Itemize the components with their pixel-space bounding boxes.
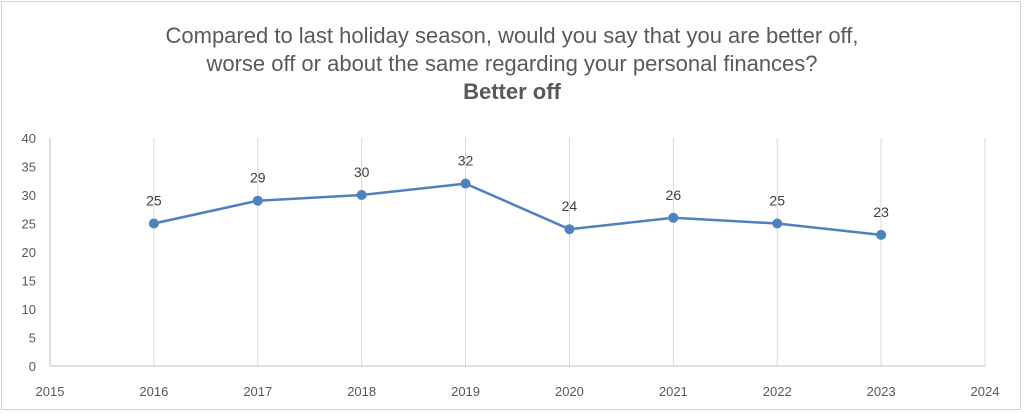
data-point-2016 <box>148 218 159 229</box>
axes <box>49 138 985 367</box>
y-axis-ticks: 0 5 10 15 20 25 30 35 40 <box>22 131 36 374</box>
data-point-2017 <box>252 195 263 206</box>
series-line <box>153 182 882 237</box>
x-tick-label: 2015 <box>36 384 65 399</box>
data-point-2018 <box>356 190 367 200</box>
y-tick-label: 30 <box>22 188 36 203</box>
y-tick-label: 20 <box>22 245 36 260</box>
x-tick-label: 2020 <box>555 384 584 399</box>
y-tick-label: 15 <box>22 274 36 289</box>
data-point-2019 <box>460 178 471 189</box>
data-labels-group: 25 29 30 32 24 26 25 23 <box>146 153 889 220</box>
x-tick-label: 2018 <box>347 384 376 399</box>
data-point-2022 <box>772 218 783 229</box>
data-label-2018: 30 <box>354 164 370 180</box>
data-label-2023: 23 <box>873 204 889 220</box>
gridlines <box>153 138 986 366</box>
data-label-2017: 29 <box>250 170 266 186</box>
series-group <box>148 178 887 240</box>
y-tick-label: 35 <box>22 160 36 175</box>
x-tick-label: 2017 <box>243 384 272 399</box>
data-point-2021 <box>668 212 679 223</box>
y-tick-label: 5 <box>29 331 36 346</box>
data-point-2020 <box>564 224 575 235</box>
chart-title-line-1: Compared to last holiday season, would y… <box>165 23 859 48</box>
data-label-2020: 24 <box>562 198 578 214</box>
y-tick-label: 25 <box>22 217 36 232</box>
data-label-2016: 25 <box>146 193 162 209</box>
data-label-2021: 26 <box>666 187 682 203</box>
chart-title-line-2: worse off or about the same regarding yo… <box>206 51 818 76</box>
data-label-2019: 32 <box>458 153 474 169</box>
chart-subtitle: Better off <box>463 79 561 104</box>
x-tick-label: 2016 <box>139 384 168 399</box>
y-tick-label: 10 <box>22 302 36 317</box>
x-tick-label: 2019 <box>451 384 480 399</box>
x-tick-label: 2024 <box>971 384 1000 399</box>
x-tick-label: 2022 <box>763 384 792 399</box>
x-tick-label: 2021 <box>659 384 688 399</box>
data-label-2022: 25 <box>769 193 785 209</box>
chart-title: Compared to last holiday season, would y… <box>0 22 1024 106</box>
x-axis-ticks: 2015 2016 2017 2018 2019 2020 2021 2022 2023 2024 <box>36 384 1000 399</box>
y-tick-label: 40 <box>22 131 36 146</box>
data-point-2023 <box>876 229 887 240</box>
y-tick-label: 0 <box>29 359 36 374</box>
x-tick-label: 2023 <box>867 384 896 399</box>
